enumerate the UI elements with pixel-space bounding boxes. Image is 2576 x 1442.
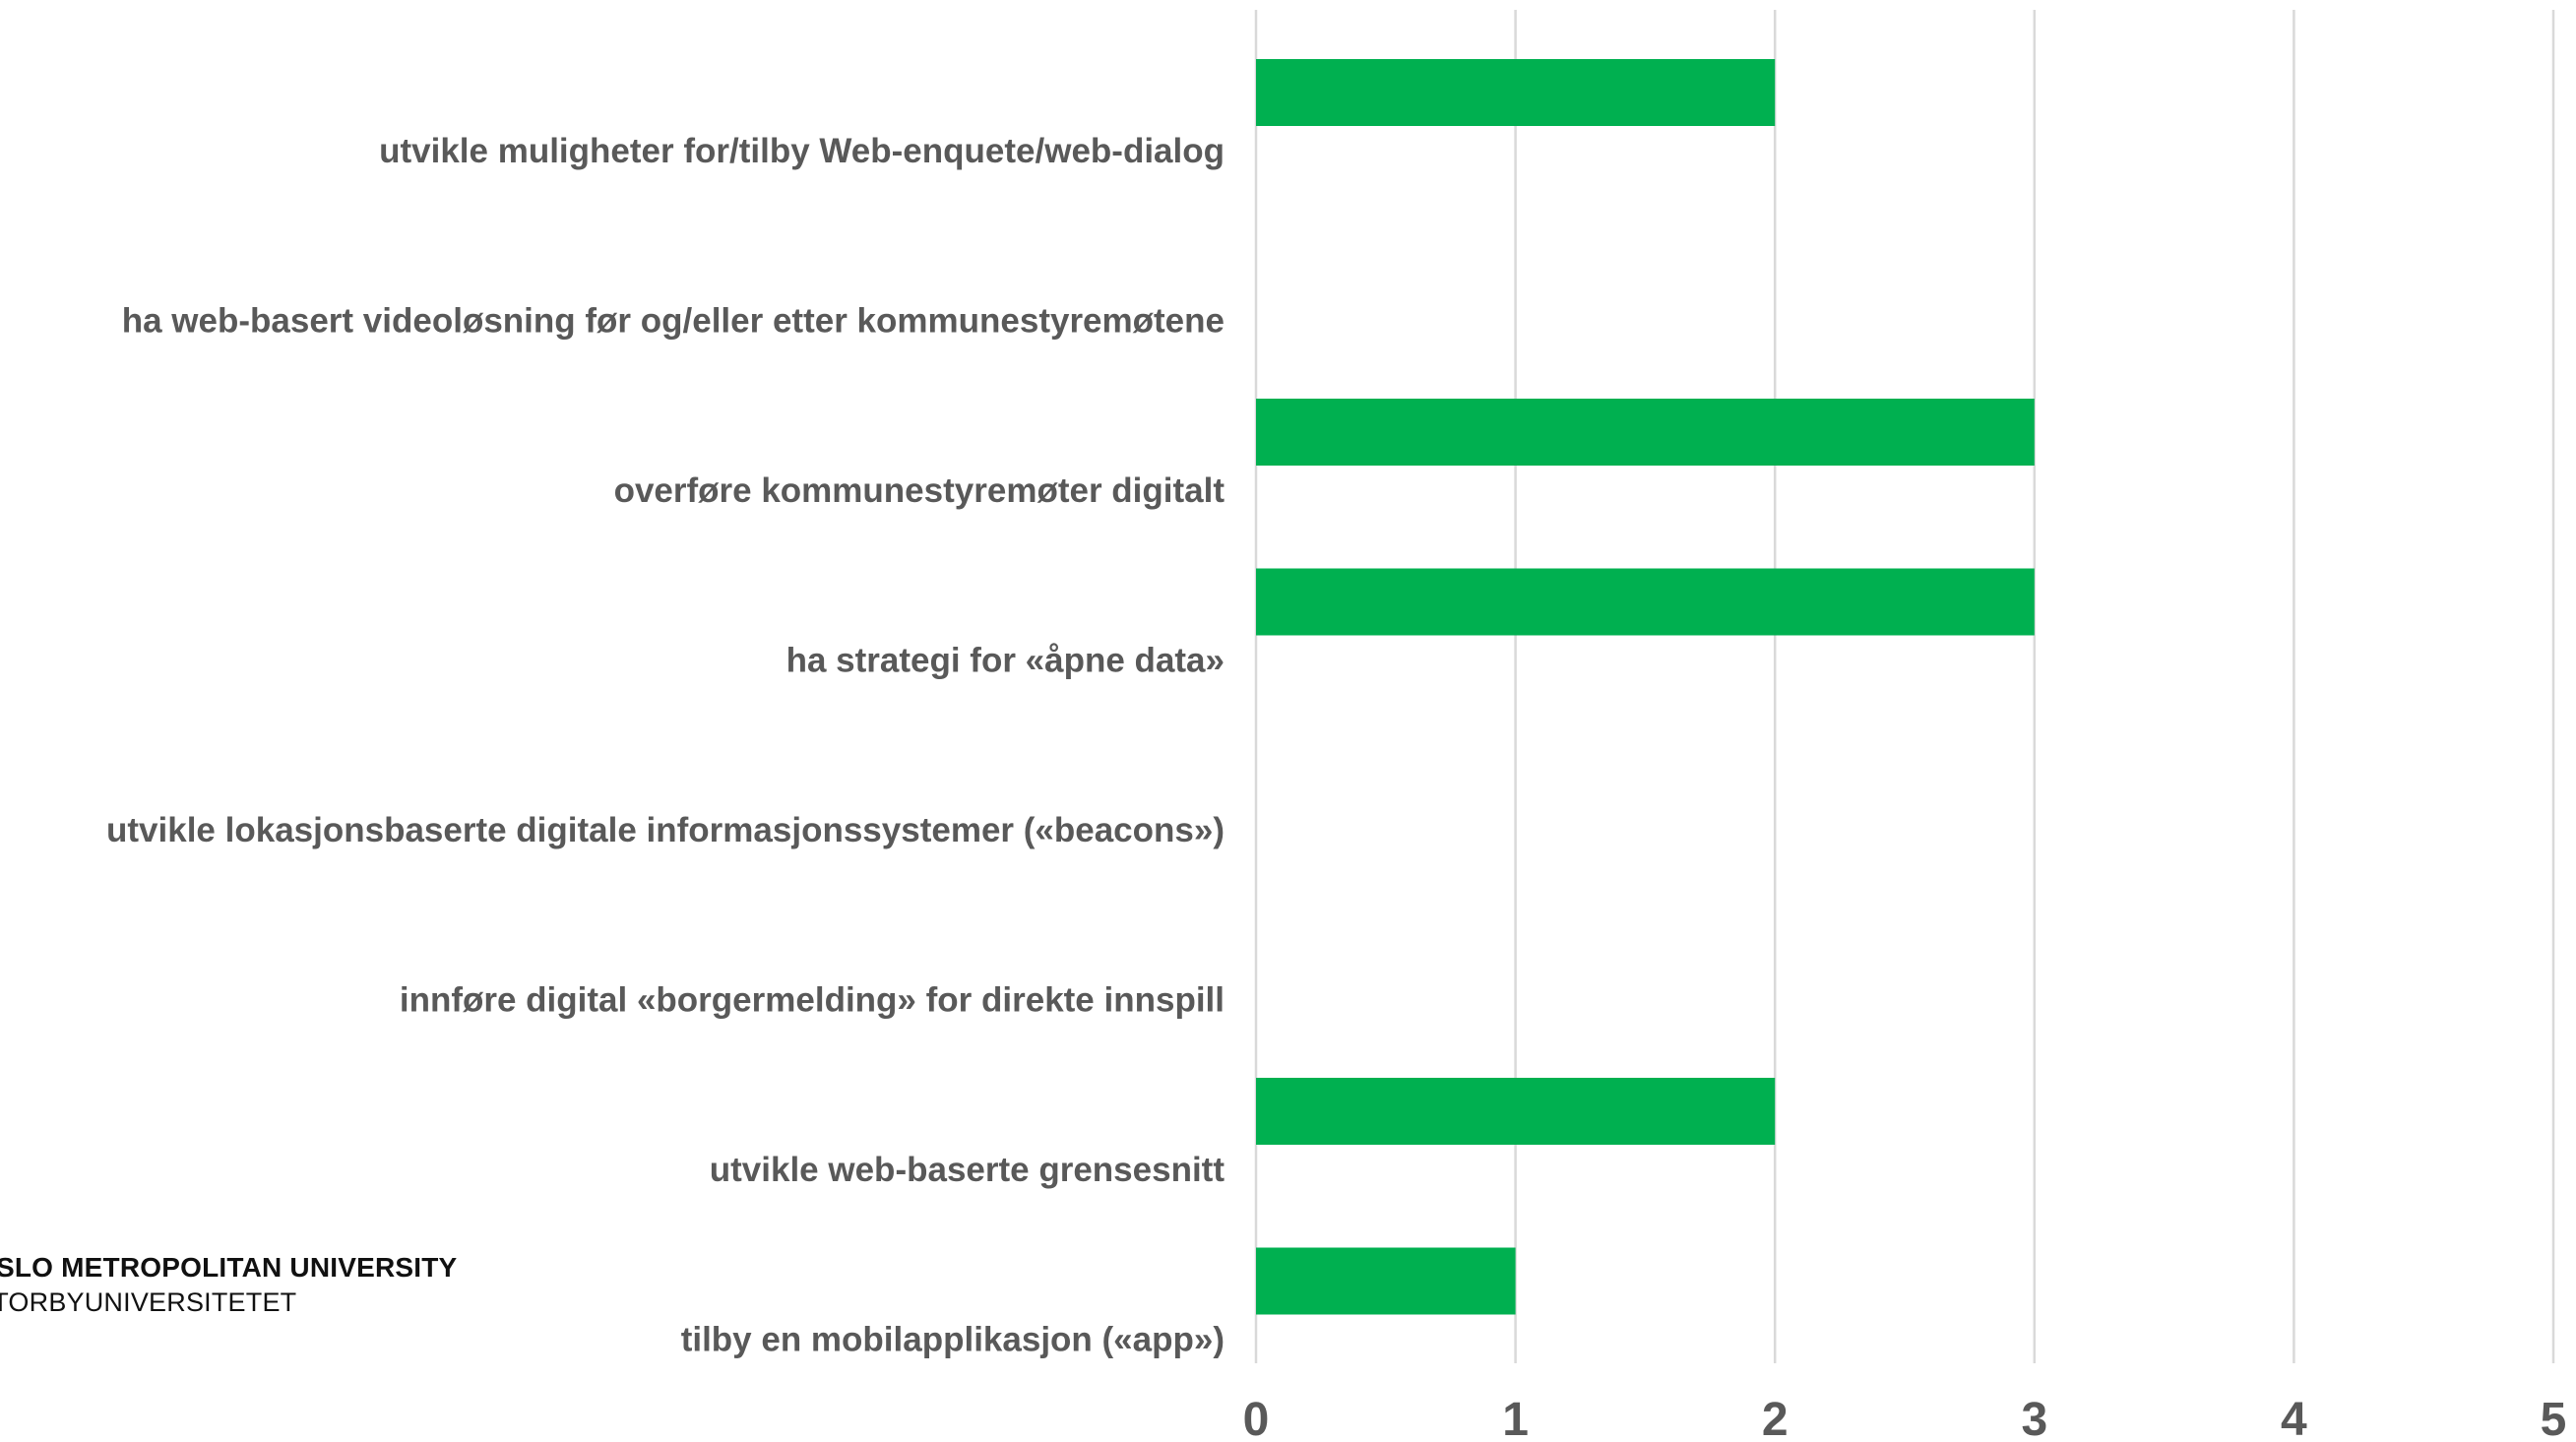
tick-label: 4 — [2281, 1394, 2307, 1442]
category-label: innføre digital «borgermelding» for dire… — [400, 981, 1225, 1020]
tick-label: 5 — [2541, 1394, 2567, 1442]
category-label: tilby en mobilapplikasjon («app») — [681, 1321, 1225, 1359]
gridlines — [1254, 10, 2555, 1363]
bar — [1256, 59, 1776, 126]
bar — [1256, 399, 2035, 466]
category-label: ha web-basert videoløsning før og/eller … — [122, 302, 1225, 341]
category-label: utvikle web-baserte grensesnitt — [710, 1151, 1225, 1189]
tick-label: 1 — [1502, 1394, 1529, 1442]
tick-label: 0 — [1243, 1394, 1270, 1442]
category-labels: utvikle muligheter for/tilby Web-enquete… — [106, 132, 1225, 1359]
x-axis-tick-labels: 0 1 2 3 4 5 — [1243, 1394, 2567, 1442]
university-logo: OSLO METROPOLITAN UNIVERSITY STORBYUNIVE… — [0, 1252, 457, 1318]
category-label: utvikle muligheter for/tilby Web-enquete… — [379, 132, 1225, 170]
category-label: overføre kommunestyremøter digitalt — [614, 471, 1225, 510]
tick-label: 3 — [2021, 1394, 2047, 1442]
tick-label: 2 — [1762, 1394, 1789, 1442]
bar — [1256, 1247, 1516, 1315]
bars — [1256, 59, 2035, 1315]
logo-line-2: STORBYUNIVERSITETET — [0, 1287, 297, 1317]
category-label: utvikle lokasjonsbaserte digitale inform… — [106, 811, 1225, 849]
logo-line-1: OSLO METROPOLITAN UNIVERSITY — [0, 1252, 458, 1283]
category-label: ha strategi for «åpne data» — [786, 642, 1225, 680]
bar — [1256, 568, 2035, 636]
bar — [1256, 1078, 1776, 1145]
